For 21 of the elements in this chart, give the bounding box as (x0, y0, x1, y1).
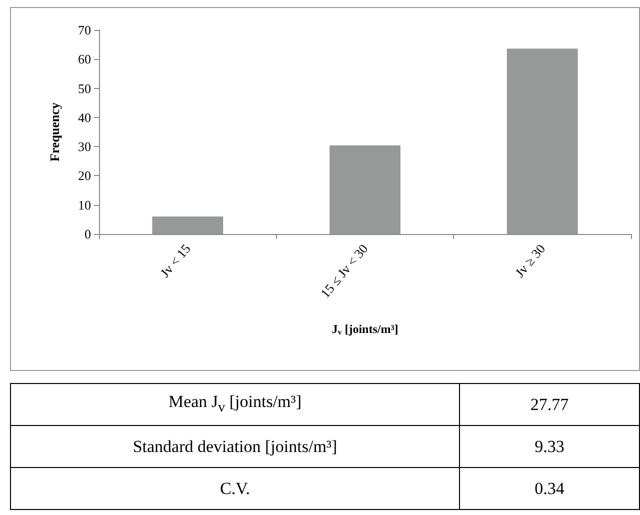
y-tick-label: 50 (78, 80, 91, 96)
text: 9.33 (460, 426, 640, 468)
y-tick-label: 70 (78, 22, 91, 38)
bar (152, 216, 224, 234)
bar (506, 48, 578, 234)
text: Standard deviation [joints/m³] (10, 426, 460, 468)
y-axis-title: Frequency (47, 102, 62, 162)
y-tick-label: 0 (84, 226, 91, 242)
bar (330, 145, 400, 234)
text: Mean J$_{v}$ [joints/m³] (10, 384, 460, 426)
y-tick-label: 60 (78, 52, 91, 67)
text: 0.34 (460, 468, 640, 510)
y-tick-label: 40 (78, 110, 91, 125)
x-tick-label: 15 ≤ Jv < 30 (317, 241, 371, 301)
x-tick-label: Jv < 15 (157, 241, 194, 280)
y-tick-label: 10 (78, 197, 91, 212)
y-tick-label: 30 (78, 139, 91, 154)
text: C.V. (10, 468, 460, 510)
y-tick-label: 20 (78, 168, 91, 184)
x-tick-label: Jv ≥ 30 (512, 241, 548, 280)
text: 27.77 (460, 384, 640, 426)
